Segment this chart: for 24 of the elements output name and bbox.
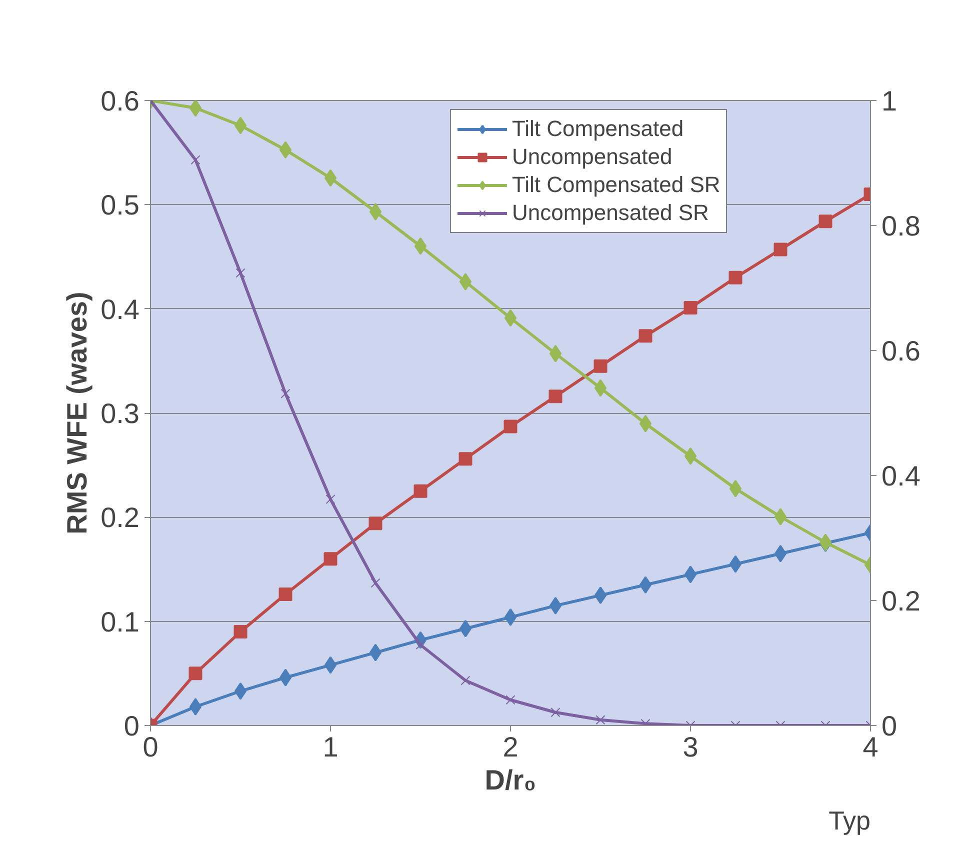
y-tick-label: 0.5 bbox=[100, 190, 140, 221]
x-tick-label: 1 bbox=[322, 732, 338, 762]
y-tick-label: 0.1 bbox=[100, 606, 140, 638]
y2-tick-label: 1 bbox=[882, 86, 898, 116]
y2-tick-label: 0 bbox=[882, 710, 898, 742]
x-tick-label: 4 bbox=[862, 732, 878, 762]
x-tick-label: 3 bbox=[682, 732, 698, 762]
legend-label: Uncompensated bbox=[512, 144, 672, 170]
y2-tick-label: 0.8 bbox=[882, 210, 920, 242]
x-tick-label: 2 bbox=[502, 732, 518, 762]
y-tick-label: 0.3 bbox=[100, 398, 140, 429]
y-tick-label: 0.2 bbox=[100, 502, 140, 534]
y2-tick-label: 0.2 bbox=[882, 586, 920, 616]
text: Typ bbox=[828, 806, 871, 836]
legend-label: Uncompensated SR bbox=[512, 200, 709, 226]
x-axis-title: D/r₀ bbox=[484, 764, 536, 796]
y-tick-label: 0.4 bbox=[100, 294, 140, 325]
legend-label: Tilt Compensated SR bbox=[512, 172, 720, 198]
legend-label: Tilt Compensated bbox=[512, 116, 684, 142]
y2-tick-label: 0.4 bbox=[882, 460, 920, 492]
y-axis-title: RMS WFE (waves) bbox=[62, 292, 93, 534]
y-tick-label: 0 bbox=[124, 710, 140, 742]
y2-tick-label: 0.6 bbox=[882, 336, 920, 366]
y-tick-label: 0.6 bbox=[100, 86, 140, 116]
